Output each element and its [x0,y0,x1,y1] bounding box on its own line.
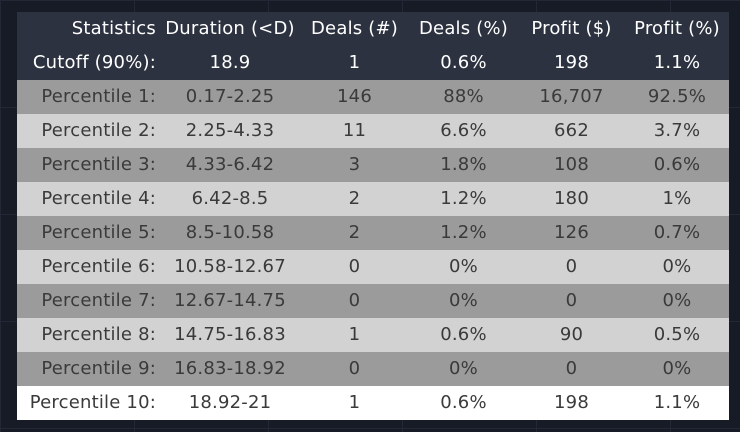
table-row: Percentile 6: 10.58-12.67 0 0% 0 0% [17,250,729,284]
header-deals-count: Deals (#) [311,18,398,39]
row-deals-count: 3 [348,154,361,175]
row-profit-percent: 0% [662,256,692,277]
row-duration: 12.67-14.75 [174,290,286,311]
row-deals-percent: 0.6% [440,324,487,345]
row-deals-percent: 0% [449,256,478,277]
table-row: Percentile 8: 14.75-16.83 1 0.6% 90 0.5% [17,318,729,352]
row-profit-percent: 92.5% [647,86,707,107]
row-profit-dollars: 0 [565,358,578,379]
row-label: Percentile 3: [41,154,156,175]
row-profit-dollars: 108 [554,154,589,175]
row-profit-dollars: 0 [565,290,578,311]
row-duration: 2.25-4.33 [185,120,275,141]
table-header-row: Statistics Duration (<D) Deals (#) Deals… [17,12,729,46]
header-statistics: Statistics [71,18,156,39]
row-deals-percent: 88% [443,86,484,107]
row-label: Percentile 8: [41,324,156,345]
row-deals-percent: 0% [449,358,478,379]
row-deals-percent: 1.2% [440,222,487,243]
header-profit-percent: Profit (%) [634,18,720,39]
row-duration: 18.92-21 [188,392,272,413]
statistics-table-panel: Statistics Duration (<D) Deals (#) Deals… [17,12,729,420]
row-profit-percent: 3.7% [653,120,701,141]
row-profit-percent: 0% [662,358,692,379]
cutoff-label: Cutoff (90%): [32,52,156,73]
row-profit-percent: 0.7% [653,222,701,243]
row-duration: 8.5-10.58 [185,222,275,243]
statistics-table: Statistics Duration (<D) Deals (#) Deals… [17,12,729,420]
row-deals-count: 0 [348,256,361,277]
row-deals-count: 11 [342,120,367,141]
cutoff-deals-count: 1 [348,52,361,73]
row-deals-count: 1 [348,324,361,345]
row-duration: 4.33-6.42 [185,154,275,175]
row-duration: 0.17-2.25 [185,86,275,107]
row-deals-percent: 6.6% [440,120,487,141]
row-profit-percent: 0.6% [653,154,701,175]
row-deals-count: 0 [348,358,361,379]
row-deals-percent: 0.6% [440,392,487,413]
row-profit-dollars: 198 [554,392,589,413]
table-row: Percentile 1: 0.17-2.25 146 88% 16,707 9… [17,80,729,114]
row-duration: 14.75-16.83 [174,324,286,345]
row-label: Percentile 6: [41,256,156,277]
table-row: Percentile 5: 8.5-10.58 2 1.2% 126 0.7% [17,216,729,250]
row-label: Percentile 5: [41,222,156,243]
row-deals-percent: 1.8% [440,154,487,175]
row-label: Percentile 2: [41,120,156,141]
row-profit-dollars: 662 [554,120,589,141]
table-row: Percentile 10: 18.92-21 1 0.6% 198 1.1% [17,386,729,420]
row-deals-count: 146 [337,86,372,107]
row-duration: 6.42-8.5 [191,188,269,209]
row-deals-count: 2 [348,222,361,243]
row-profit-dollars: 90 [559,324,584,345]
row-profit-dollars: 126 [554,222,589,243]
cutoff-profit-dollars: 198 [554,52,589,73]
row-deals-count: 1 [348,392,361,413]
table-row: Percentile 2: 2.25-4.33 11 6.6% 662 3.7% [17,114,729,148]
row-duration: 10.58-12.67 [174,256,286,277]
cutoff-duration: 18.9 [209,52,251,73]
row-label: Percentile 10: [29,392,156,413]
table-row: Percentile 7: 12.67-14.75 0 0% 0 0% [17,284,729,318]
row-duration: 16.83-18.92 [174,358,286,379]
row-profit-percent: 0% [662,290,692,311]
table-row: Percentile 4: 6.42-8.5 2 1.2% 180 1% [17,182,729,216]
row-deals-percent: 0% [449,290,478,311]
row-label: Percentile 7: [41,290,156,311]
header-duration: Duration (<D) [165,18,295,39]
row-profit-dollars: 16,707 [539,86,604,107]
row-profit-percent: 0.5% [653,324,701,345]
row-deals-count: 2 [348,188,361,209]
row-profit-percent: 1.1% [653,392,701,413]
row-label: Percentile 4: [41,188,156,209]
cutoff-profit-percent: 1.1% [653,52,701,73]
cutoff-deals-percent: 0.6% [440,52,487,73]
row-profit-dollars: 0 [565,256,578,277]
table-row: Percentile 9: 16.83-18.92 0 0% 0 0% [17,352,729,386]
header-deals-percent: Deals (%) [418,18,508,39]
cutoff-row: Cutoff (90%): 18.9 1 0.6% 198 1.1% [17,46,729,80]
row-deals-percent: 1.2% [440,188,487,209]
table-row: Percentile 3: 4.33-6.42 3 1.8% 108 0.6% [17,148,729,182]
row-deals-count: 0 [348,290,361,311]
row-profit-percent: 1% [662,188,692,209]
row-label: Percentile 1: [41,86,156,107]
row-label: Percentile 9: [41,358,156,379]
row-profit-dollars: 180 [554,188,589,209]
header-profit-dollars: Profit ($) [531,18,612,39]
